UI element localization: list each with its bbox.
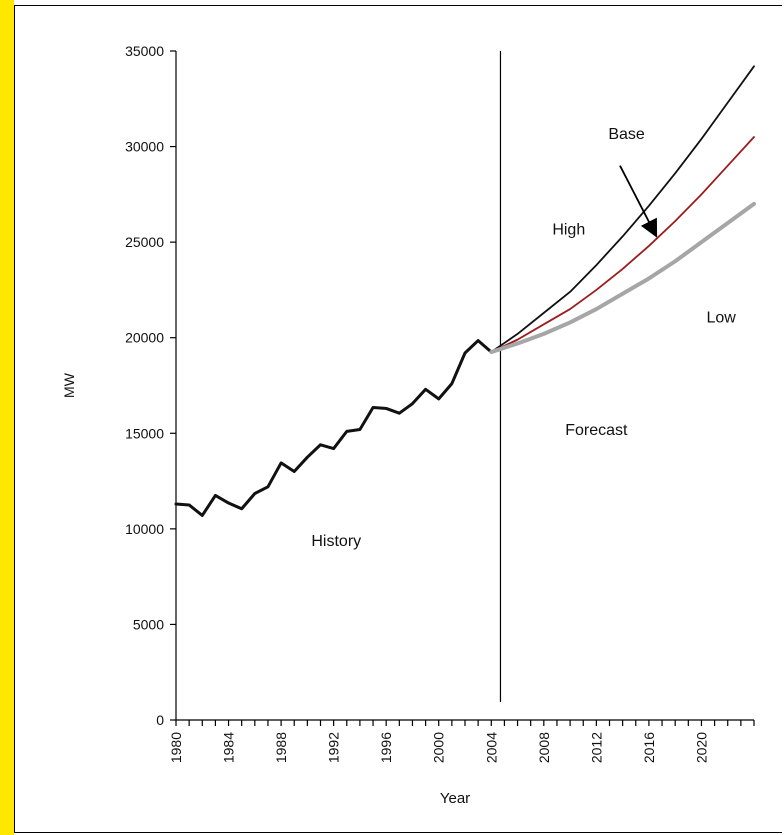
x-tick-label: 1984: [221, 732, 237, 763]
annotation-base: Base: [608, 126, 645, 143]
x-tick-label: 2008: [536, 732, 552, 763]
x-tick-label: 2000: [431, 732, 447, 763]
x-tick-label: 1988: [273, 732, 289, 763]
annotation-history: History: [311, 533, 361, 550]
y-tick-label: 5000: [133, 616, 164, 632]
chart-frame: [14, 5, 782, 833]
annotation-low: Low: [706, 309, 736, 326]
series-line-base: [490, 136, 755, 353]
y-tick-label: 25000: [125, 234, 164, 250]
x-tick-label: 1980: [168, 732, 184, 763]
series-line-low: [489, 201, 756, 355]
x-tick-label: 2004: [483, 732, 499, 763]
annotation-forecast: Forecast: [565, 422, 628, 439]
y-tick-label: 10000: [125, 521, 164, 537]
series-line-history: [174, 339, 493, 517]
series-line-high: [490, 65, 755, 353]
y-tick-label: 35000: [125, 43, 164, 59]
y-tick-label: 0: [156, 712, 164, 728]
y-tick-label: 20000: [125, 330, 164, 346]
x-axis-label: Year: [440, 790, 470, 807]
y-tick-label: 15000: [125, 425, 164, 441]
left-color-strip: [0, 0, 14, 835]
y-tick-label: 30000: [125, 139, 164, 155]
x-tick-label: 1996: [378, 732, 394, 763]
x-tick-label: 2020: [693, 732, 709, 763]
x-tick-label: 2012: [588, 732, 604, 763]
x-tick-label: 1992: [326, 732, 342, 763]
annotation-high: High: [552, 221, 585, 238]
x-tick-label: 2016: [641, 732, 657, 763]
y-axis-label: MW: [61, 372, 77, 398]
base-pointer-arrow: [619, 165, 658, 238]
